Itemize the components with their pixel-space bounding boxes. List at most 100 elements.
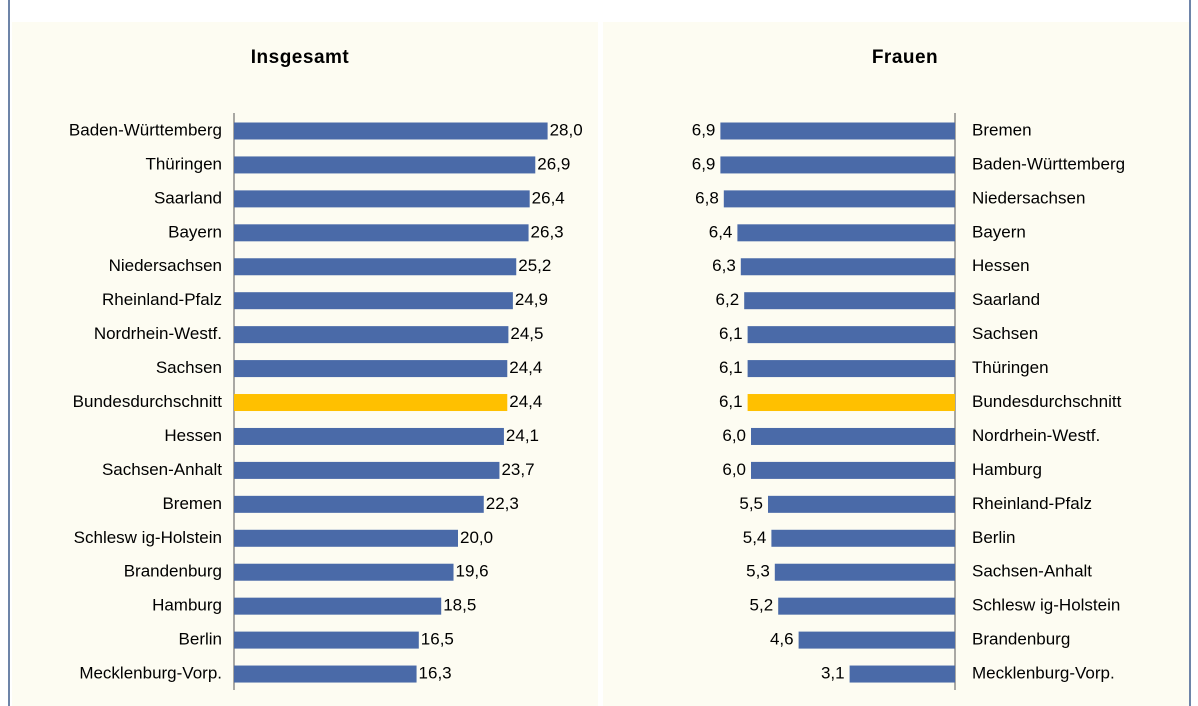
category-label: Baden-Württemberg <box>972 154 1125 173</box>
value-label: 5,4 <box>743 528 767 547</box>
value-label: 28,0 <box>550 120 583 139</box>
value-label: 6,1 <box>719 358 743 377</box>
value-label: 6,1 <box>719 324 743 343</box>
bar <box>234 563 454 581</box>
bar <box>234 292 513 310</box>
category-label: Mecklenburg-Vorp. <box>79 664 222 683</box>
category-label: Sachsen <box>156 358 222 377</box>
value-label: 3,1 <box>821 664 845 683</box>
bar <box>234 461 500 479</box>
bar <box>768 495 955 513</box>
value-label: 24,9 <box>515 290 548 309</box>
category-label: Thüringen <box>145 154 222 173</box>
bar <box>723 190 955 208</box>
bar <box>720 156 955 174</box>
category-label: Bayern <box>168 222 222 241</box>
bar <box>778 597 955 615</box>
value-label: 16,3 <box>419 664 452 683</box>
value-label: 5,3 <box>746 562 770 581</box>
bar <box>771 529 955 547</box>
value-label: 23,7 <box>501 460 534 479</box>
value-label: 6,8 <box>695 188 719 207</box>
category-label: Berlin <box>972 528 1015 547</box>
value-label: 6,2 <box>716 290 740 309</box>
bar <box>234 529 458 547</box>
bar <box>234 190 530 208</box>
value-label: 25,2 <box>518 256 551 275</box>
value-label: 24,1 <box>506 426 539 445</box>
category-label: Schlesw ig-Holstein <box>74 528 222 547</box>
chart-title: Frauen <box>872 47 938 68</box>
category-label: Hessen <box>164 426 222 445</box>
category-label: Baden-Württemberg <box>69 120 222 139</box>
bar <box>234 156 536 174</box>
value-label: 16,5 <box>421 630 454 649</box>
category-label: Bundesdurchschnitt <box>73 392 223 411</box>
category-label: Hamburg <box>972 460 1042 479</box>
category-label: Hamburg <box>152 596 222 615</box>
bar <box>774 563 955 581</box>
bar <box>751 427 955 445</box>
value-label: 5,5 <box>739 494 763 513</box>
category-label: Thüringen <box>972 358 1049 377</box>
value-label: 6,1 <box>719 392 743 411</box>
bar <box>737 224 955 242</box>
category-label: Saarland <box>972 290 1040 309</box>
value-label: 24,5 <box>510 324 543 343</box>
bar <box>234 665 417 683</box>
category-label: Berlin <box>179 630 222 649</box>
category-label: Bundesdurchschnitt <box>972 392 1122 411</box>
category-label: Niedersachsen <box>972 188 1085 207</box>
value-label: 26,3 <box>531 222 564 241</box>
value-label: 20,0 <box>460 528 493 547</box>
value-label: 6,3 <box>712 256 736 275</box>
bar <box>849 665 955 683</box>
category-label: Bremen <box>972 120 1032 139</box>
category-label: Sachsen-Anhalt <box>102 460 222 479</box>
bar <box>234 495 484 513</box>
category-label: Schlesw ig-Holstein <box>972 596 1120 615</box>
value-label: 26,4 <box>532 188 565 207</box>
value-label: 24,4 <box>509 392 542 411</box>
bar <box>234 597 442 615</box>
chart-title: Insgesamt <box>251 47 350 68</box>
category-label: Brandenburg <box>972 630 1070 649</box>
value-label: 4,6 <box>770 630 794 649</box>
bar <box>234 631 419 649</box>
value-label: 6,4 <box>709 222 733 241</box>
category-label: Sachsen-Anhalt <box>972 562 1092 581</box>
category-label: Mecklenburg-Vorp. <box>972 664 1115 683</box>
bar <box>747 326 955 344</box>
value-label: 6,9 <box>692 120 716 139</box>
category-label: Niedersachsen <box>109 256 222 275</box>
value-label: 5,2 <box>750 596 774 615</box>
bar <box>234 326 509 344</box>
bar <box>234 427 504 445</box>
category-label: Rheinland-Pfalz <box>972 494 1092 513</box>
bar <box>747 360 955 378</box>
bar <box>234 122 548 140</box>
category-label: Nordrhein-Westf. <box>972 426 1100 445</box>
bar <box>740 258 955 276</box>
bar <box>720 122 955 140</box>
category-label: Sachsen <box>972 324 1038 343</box>
bar <box>798 631 955 649</box>
value-label: 18,5 <box>443 596 476 615</box>
category-label: Nordrhein-Westf. <box>94 324 222 343</box>
bar <box>747 394 955 412</box>
category-label: Saarland <box>154 188 222 207</box>
bar <box>234 224 529 242</box>
value-label: 6,9 <box>692 154 716 173</box>
value-label: 19,6 <box>456 562 489 581</box>
bar <box>234 360 508 378</box>
category-label: Bremen <box>162 494 222 513</box>
bar <box>234 258 517 276</box>
bar <box>751 461 955 479</box>
category-label: Brandenburg <box>124 562 222 581</box>
value-label: 6,0 <box>722 426 746 445</box>
value-label: 22,3 <box>486 494 519 513</box>
value-label: 24,4 <box>509 358 542 377</box>
bar <box>744 292 955 310</box>
